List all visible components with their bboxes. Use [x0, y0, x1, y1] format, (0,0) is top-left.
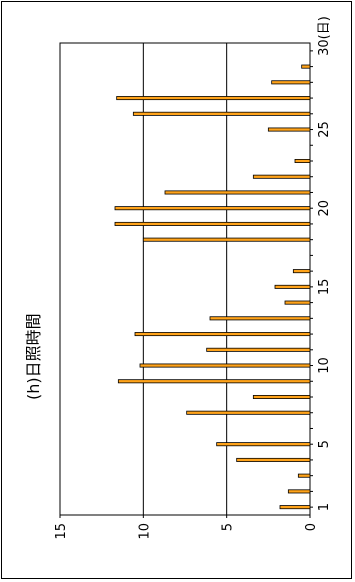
bar-day-19	[114, 221, 311, 226]
plot-area	[59, 42, 311, 516]
bar-day-14	[284, 300, 311, 305]
bar-day-26	[132, 111, 311, 116]
bars	[114, 64, 311, 510]
bar-day-16	[292, 269, 311, 274]
bar-day-5	[216, 442, 311, 447]
bar-day-1	[279, 505, 311, 510]
x-tick-label-1: 1	[317, 503, 332, 511]
y-tick-label-0: 0	[304, 523, 319, 531]
bar-day-9	[117, 379, 311, 384]
bar-day-11	[206, 347, 311, 352]
x-tick-label-15: 15	[317, 279, 332, 296]
y-ticks: 0 5 10 15	[54, 515, 319, 540]
bar-day-27	[116, 96, 311, 101]
bar-day-25	[267, 127, 311, 132]
x-tick-label-20: 20	[317, 200, 332, 217]
bar-day-22	[252, 174, 311, 179]
y-tick-label-15: 15	[54, 523, 69, 540]
x-tick-label-25: 25	[317, 121, 332, 138]
plot-border	[59, 42, 311, 516]
x-tick-label-30: 30(日)	[317, 16, 332, 56]
bar-day-3	[297, 473, 311, 478]
y-tick-label-5: 5	[221, 523, 236, 531]
x-tick-label-10: 10	[317, 357, 332, 374]
bar-day-23	[294, 158, 311, 163]
bar-day-10	[139, 363, 311, 368]
bar-day-18	[142, 237, 311, 242]
gridlines	[142, 43, 228, 515]
bar-day-7	[186, 410, 311, 415]
bar-day-29	[301, 64, 311, 69]
bar-day-21	[164, 190, 311, 195]
bar-day-8	[252, 394, 311, 399]
bar-day-12	[134, 332, 311, 337]
bar-day-15	[274, 284, 311, 289]
x-tick-label-5: 5	[317, 440, 332, 448]
bar-day-4	[236, 457, 311, 462]
bar-day-13	[209, 316, 311, 321]
y-tick-label-10: 10	[137, 523, 152, 540]
chart-title: (h)日照時間	[24, 313, 43, 400]
bar-day-20	[114, 206, 311, 211]
bar-day-28	[271, 80, 311, 85]
bar-day-2	[287, 489, 311, 494]
